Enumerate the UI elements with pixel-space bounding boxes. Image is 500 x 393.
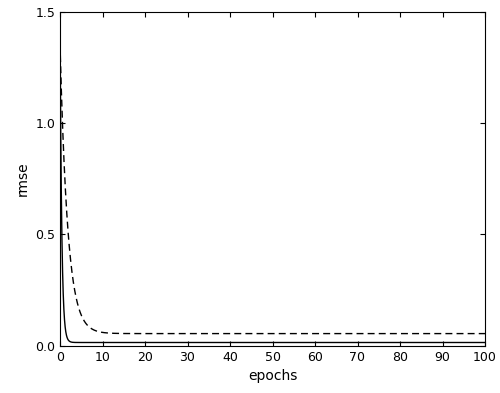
X-axis label: epochs: epochs xyxy=(248,369,297,383)
Y-axis label: rmse: rmse xyxy=(16,162,30,196)
